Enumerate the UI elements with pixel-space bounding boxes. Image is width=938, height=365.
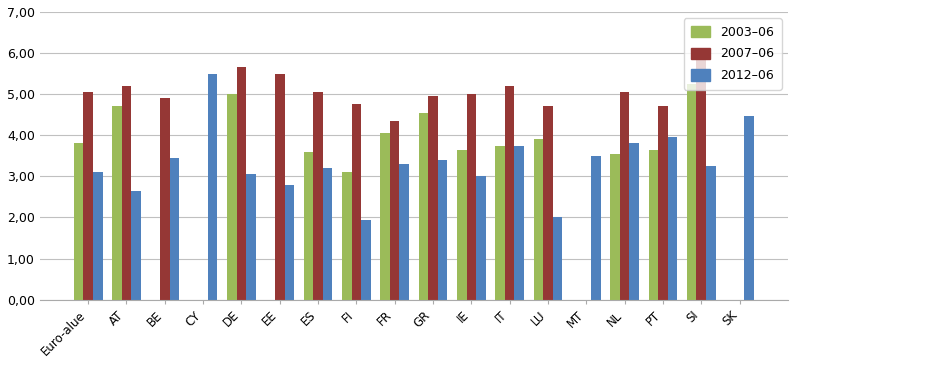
Bar	[113, 107, 122, 300]
Bar	[304, 152, 313, 300]
Bar	[247, 174, 256, 300]
Bar	[400, 164, 409, 300]
Bar	[687, 84, 696, 300]
Bar	[745, 116, 754, 300]
Bar	[477, 176, 486, 300]
Bar	[543, 107, 552, 300]
Bar	[591, 156, 600, 300]
Bar	[236, 68, 247, 300]
Bar	[658, 107, 668, 300]
Bar	[514, 146, 524, 300]
Bar	[352, 104, 361, 300]
Bar	[668, 137, 677, 300]
Bar	[74, 143, 83, 300]
Bar	[418, 113, 429, 300]
Bar	[323, 168, 332, 300]
Bar	[275, 74, 284, 300]
Bar	[629, 143, 639, 300]
Bar	[505, 86, 514, 300]
Bar	[342, 172, 352, 300]
Bar	[611, 154, 620, 300]
Bar	[648, 150, 658, 300]
Bar	[131, 191, 141, 300]
Bar	[284, 185, 295, 300]
Bar	[552, 217, 563, 300]
Bar	[457, 150, 466, 300]
Legend: 2003–06, 2007–06, 2012–06: 2003–06, 2007–06, 2012–06	[684, 18, 781, 90]
Bar	[361, 219, 371, 300]
Bar	[706, 166, 716, 300]
Bar	[208, 74, 218, 300]
Bar	[534, 139, 543, 300]
Bar	[390, 121, 400, 300]
Bar	[160, 98, 170, 300]
Bar	[380, 133, 390, 300]
Bar	[313, 92, 323, 300]
Bar	[83, 92, 93, 300]
Bar	[429, 96, 438, 300]
Bar	[93, 172, 102, 300]
Bar	[438, 160, 447, 300]
Bar	[466, 94, 477, 300]
Bar	[620, 92, 629, 300]
Bar	[227, 94, 236, 300]
Bar	[122, 86, 131, 300]
Bar	[495, 146, 505, 300]
Bar	[696, 51, 706, 300]
Bar	[170, 158, 179, 300]
